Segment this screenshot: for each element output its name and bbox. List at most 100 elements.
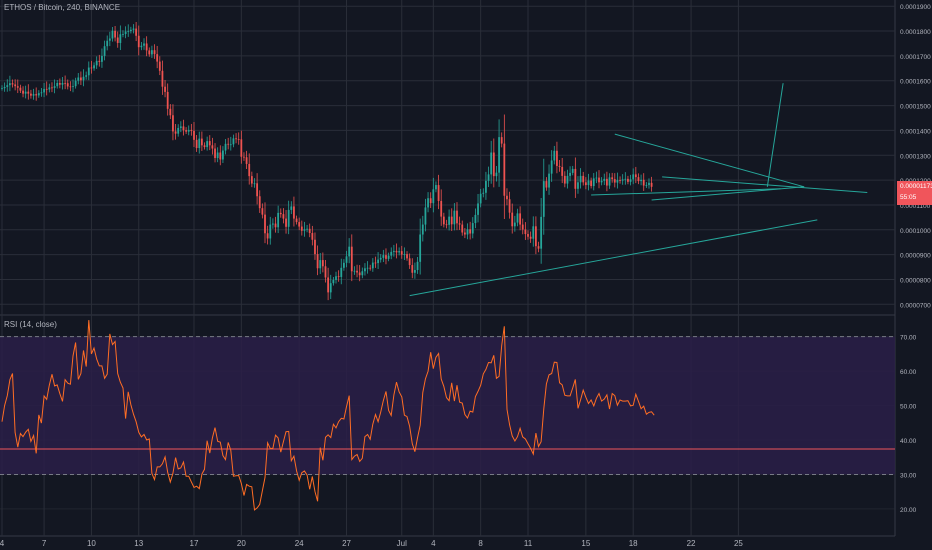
candle: [521, 218, 524, 235]
candle: [66, 79, 69, 90]
candle-body: [153, 50, 156, 55]
candle: [158, 56, 161, 76]
candle-body: [332, 279, 335, 284]
candle: [343, 259, 345, 271]
candle-body: [453, 210, 456, 225]
candle-body: [477, 203, 479, 215]
candle: [369, 264, 372, 271]
candle-body: [616, 180, 619, 183]
candle: [411, 258, 414, 279]
candle: [556, 141, 558, 174]
candle: [427, 192, 429, 213]
trendline: [662, 176, 868, 194]
candle: [542, 158, 545, 235]
candle: [179, 121, 182, 133]
symbol-title: ETHOS / Bitcoin, 240, BINANCE: [4, 3, 121, 12]
candle: [161, 60, 164, 95]
candle: [492, 138, 495, 188]
candle-body: [137, 35, 140, 48]
candle-body: [282, 214, 285, 219]
candle-body: [124, 31, 127, 35]
candle: [300, 220, 303, 236]
candle: [508, 191, 511, 219]
candle: [584, 177, 587, 190]
candle: [398, 247, 401, 256]
candle: [619, 176, 621, 184]
candle: [156, 45, 159, 69]
candle: [43, 82, 45, 98]
candle-body: [219, 152, 222, 160]
candle-body: [143, 43, 145, 46]
candle-body: [600, 180, 603, 183]
candle-body: [364, 268, 366, 272]
candle-body: [58, 82, 61, 85]
candle: [527, 230, 529, 240]
candle: [314, 232, 316, 260]
candle-body: [290, 206, 293, 210]
candle: [529, 231, 532, 243]
candle-body: [51, 87, 53, 89]
candle-body: [606, 178, 608, 186]
candle: [511, 203, 514, 234]
candle-body: [61, 82, 64, 85]
candle-body: [53, 86, 56, 88]
candle: [166, 83, 169, 116]
candle-body: [98, 60, 101, 62]
candle: [487, 166, 490, 188]
candle: [350, 234, 353, 282]
candle-body: [187, 129, 190, 132]
candle-body: [440, 200, 443, 217]
candle-body: [24, 91, 27, 94]
price-tick-label: 0.0001700: [900, 54, 931, 61]
candle: [211, 137, 214, 155]
candle: [634, 166, 637, 184]
candle: [419, 218, 422, 275]
candle: [137, 25, 140, 56]
candle-body: [429, 198, 432, 204]
candle-body: [45, 88, 48, 90]
candle: [364, 263, 366, 276]
candle: [445, 219, 448, 229]
candle: [490, 140, 493, 184]
candle: [561, 157, 564, 184]
candle: [603, 173, 606, 186]
candle-body: [119, 34, 122, 43]
candle-body: [6, 85, 9, 87]
time-tick-label: 15: [581, 539, 590, 548]
candle-body: [208, 141, 211, 146]
candle: [477, 194, 479, 223]
candle: [400, 245, 403, 259]
candle-body: [256, 183, 259, 197]
candle-body: [650, 182, 653, 187]
candle: [295, 215, 298, 225]
candle-body: [177, 127, 180, 134]
candle-body: [72, 86, 74, 87]
candle-body: [64, 82, 67, 84]
candle-body: [179, 126, 182, 128]
price-tick-label: 0.0000700: [900, 302, 931, 309]
candle: [421, 215, 424, 242]
candle: [177, 124, 180, 137]
candle-body: [293, 206, 295, 219]
candle-body: [35, 94, 38, 96]
candle-body: [414, 270, 416, 273]
candle: [45, 81, 48, 96]
rsi-tick-label: 70.00: [900, 335, 917, 342]
candle-body: [395, 250, 398, 253]
candle-body: [634, 174, 637, 178]
candle: [574, 157, 577, 198]
candle-body: [503, 143, 506, 196]
candle-body: [164, 86, 166, 92]
candle: [216, 147, 219, 163]
candle: [608, 173, 611, 189]
candle: [500, 132, 503, 148]
candle-body: [195, 139, 198, 149]
candle-body: [108, 38, 111, 41]
candle-body: [545, 181, 548, 188]
candle: [566, 169, 569, 189]
candle-body: [437, 185, 440, 201]
rsi-line: [1, 320, 655, 511]
candle-body: [122, 34, 124, 35]
candle-body: [287, 209, 290, 227]
